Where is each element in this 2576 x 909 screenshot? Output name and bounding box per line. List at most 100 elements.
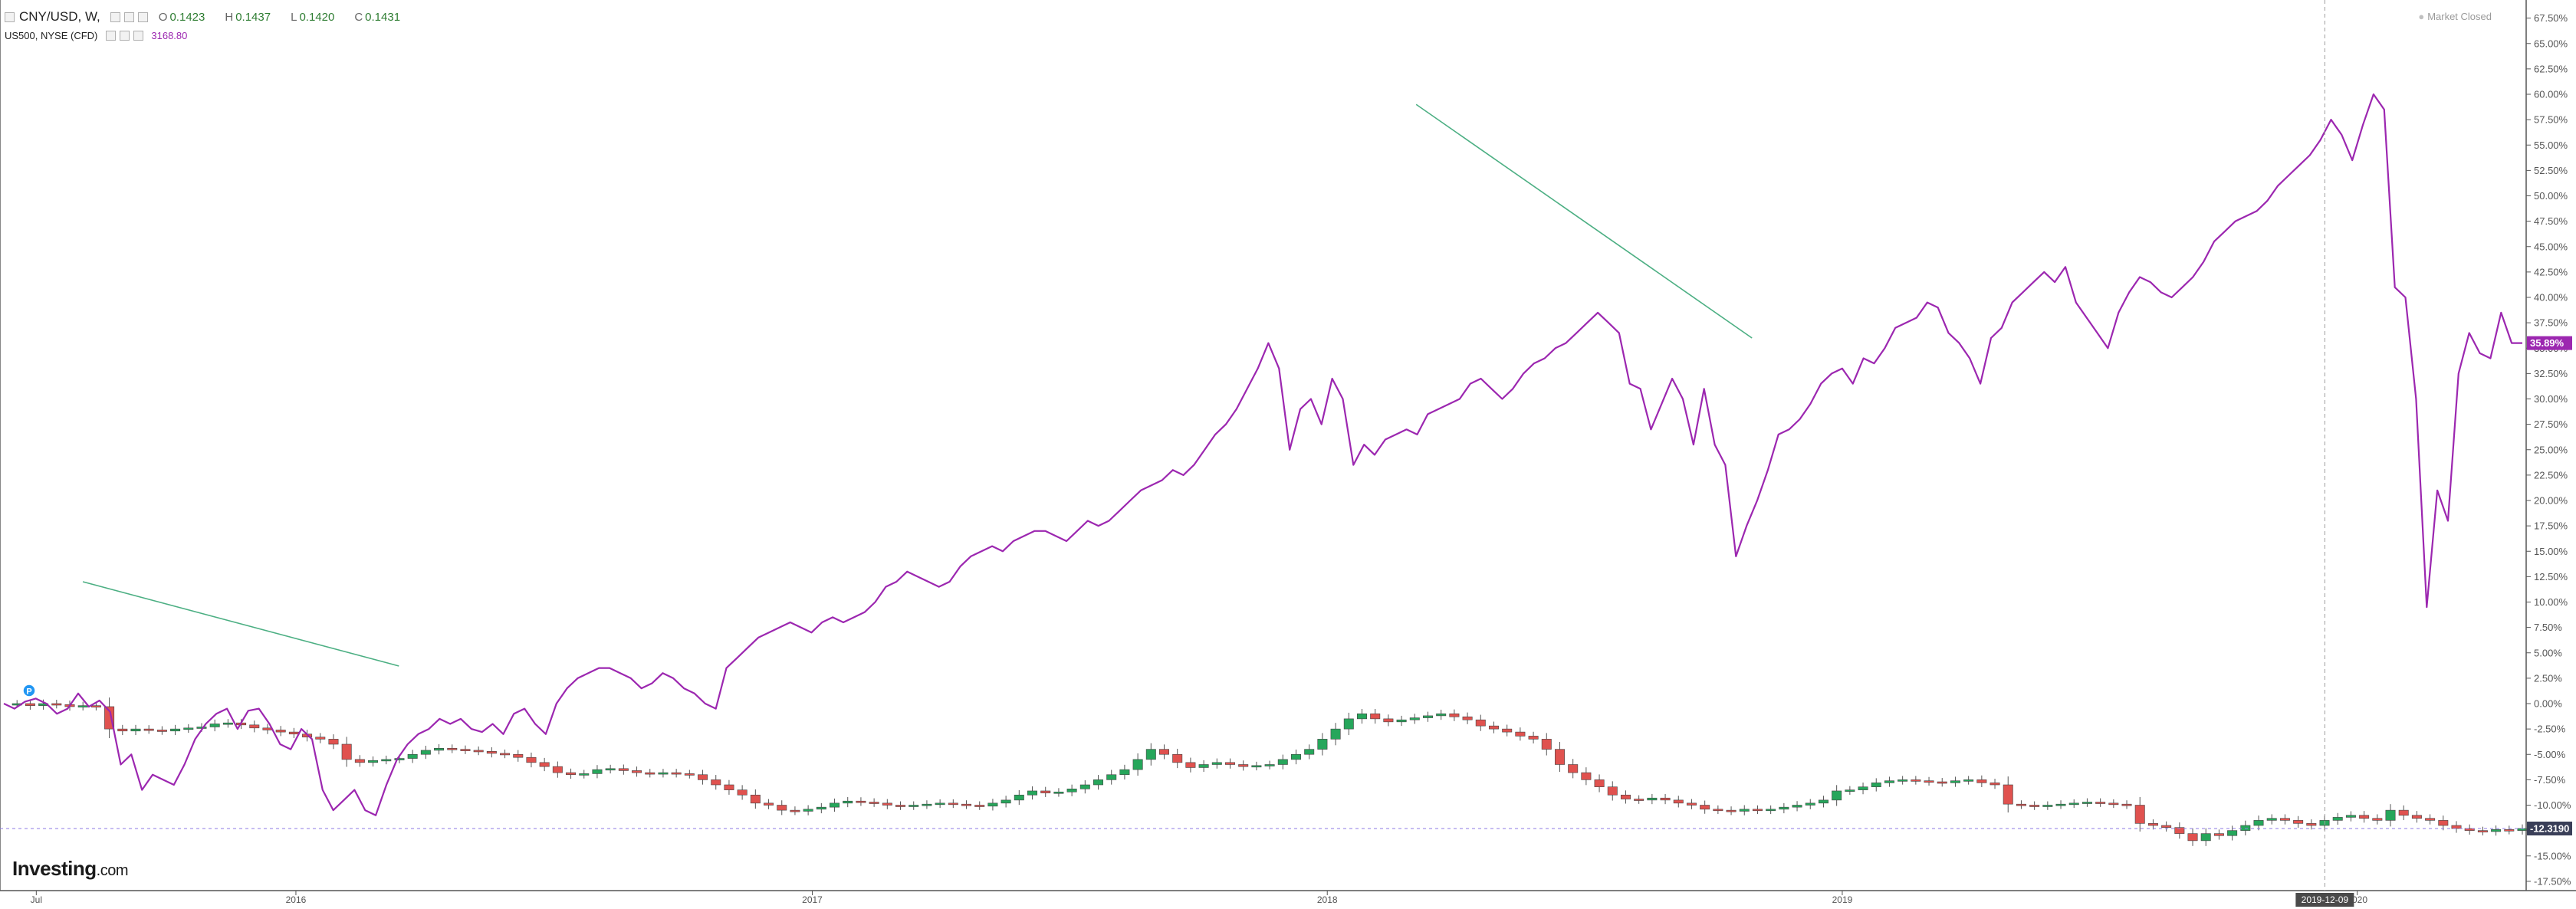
candle-body-down [961, 803, 972, 806]
candle [1871, 778, 1881, 792]
compare-remove-icon[interactable] [133, 30, 144, 41]
candle-body-up [170, 728, 181, 732]
trendline-2[interactable] [1415, 103, 1753, 339]
candle-body-down [737, 789, 748, 796]
candle-body-down [1488, 725, 1499, 730]
candle [486, 747, 497, 758]
candle-body-up [1001, 799, 1011, 804]
candle [341, 737, 352, 767]
candle-body-up [830, 802, 840, 808]
candle [2200, 828, 2211, 846]
candle [895, 801, 906, 810]
candle-body-up [1145, 749, 1156, 760]
candle-body-up [1027, 790, 1038, 796]
candle-body-down [1990, 783, 2000, 786]
candle-body-up [130, 728, 141, 732]
candle-body-up [2332, 817, 2343, 821]
candle [1963, 776, 1974, 785]
candle-body-down [1937, 781, 1947, 784]
candle-body-down [2359, 815, 2370, 819]
candle [1145, 743, 1156, 766]
candle [843, 796, 853, 808]
candle [2464, 824, 2475, 835]
candle-body-down [526, 756, 537, 763]
candle [2477, 826, 2488, 835]
candle-body-down [750, 794, 761, 804]
candle [2438, 815, 2449, 831]
candle-body-down [2425, 818, 2436, 821]
candle-body-up [987, 802, 998, 807]
compare-hide-icon[interactable] [120, 30, 130, 41]
trendline-layer[interactable] [82, 103, 1753, 667]
candle-body-down [2029, 805, 2040, 807]
candle [1027, 786, 1038, 800]
candle [1132, 753, 1143, 776]
hide-icon[interactable] [123, 11, 134, 22]
candle [1845, 786, 1855, 795]
candle-body-up [1779, 806, 1789, 810]
candle-body-up [1291, 753, 1301, 760]
investing-logo: Investing.com [12, 857, 128, 881]
candle-body-up [1436, 713, 1447, 717]
candle-body-down [1159, 749, 1169, 755]
candle-body-down [1568, 764, 1579, 773]
candle [420, 745, 431, 760]
candle-body-up [2266, 818, 2277, 821]
candle [1660, 793, 1671, 805]
trendline-1[interactable] [82, 581, 399, 667]
candle [737, 785, 748, 800]
candle-body-down [328, 739, 339, 745]
candle-body-down [473, 750, 484, 753]
candle [632, 766, 642, 777]
candle-body-up [1014, 794, 1024, 801]
y-axis[interactable]: 67.50% 65.00% 62.50% 60.00% 57.50% 55.00% 52.5… [0, 0, 2572, 891]
candle-body-down [1449, 713, 1460, 717]
event-marker[interactable]: P [22, 684, 36, 697]
candle-body-up [2240, 825, 2251, 831]
y-tick-label: 15.00% [2534, 546, 2568, 557]
candle [315, 733, 326, 743]
candle-body-down [1620, 794, 1631, 799]
compare-settings-icon[interactable] [106, 30, 117, 41]
chart-legend: CNY/USD, W, O 0.1423 H 0.1437 L 0.1420 C 0.1… [5, 8, 409, 44]
candle-body-down [1040, 790, 1051, 793]
candle-body-down [790, 809, 800, 812]
candle-body-up [1093, 779, 1104, 786]
y-tick-label: 17.50% [2534, 520, 2568, 532]
candle [2411, 811, 2422, 823]
candle-body-up [368, 760, 379, 763]
collapse-icon[interactable] [5, 11, 15, 22]
candle-body-up [658, 772, 669, 775]
y-tick-label: 30.00% [2534, 393, 2568, 405]
candle [1805, 799, 1815, 809]
candle-body-down [2108, 802, 2119, 806]
candle [513, 750, 524, 762]
candle [328, 734, 339, 750]
candle [209, 719, 220, 732]
more-icon[interactable] [137, 11, 148, 22]
candle [750, 789, 761, 809]
candle-body-down [1172, 753, 1183, 763]
candle-body-up [1739, 809, 1750, 812]
candle-body-up [2200, 833, 2211, 842]
event-marker-circle[interactable] [22, 684, 36, 697]
settings-icon[interactable] [110, 11, 120, 22]
candle [2372, 814, 2383, 825]
candle-body-down [777, 805, 787, 811]
us500-series [3, 93, 2522, 816]
candle [909, 801, 919, 810]
cny-last-value-badge: -12.3190 [2527, 821, 2572, 835]
candle-body-up [1277, 759, 1288, 765]
candle [1185, 757, 1196, 773]
candle-body-up [1357, 713, 1367, 720]
candle-body-up [1330, 728, 1341, 740]
candle-body-up [1198, 764, 1209, 768]
compare-symbol-row: US500, NYSE (CFD) 3168.80 [5, 26, 409, 44]
candle-body-down [2477, 830, 2488, 832]
candle [1726, 806, 1737, 815]
candle-body-up [1119, 769, 1130, 776]
candle [539, 757, 550, 772]
